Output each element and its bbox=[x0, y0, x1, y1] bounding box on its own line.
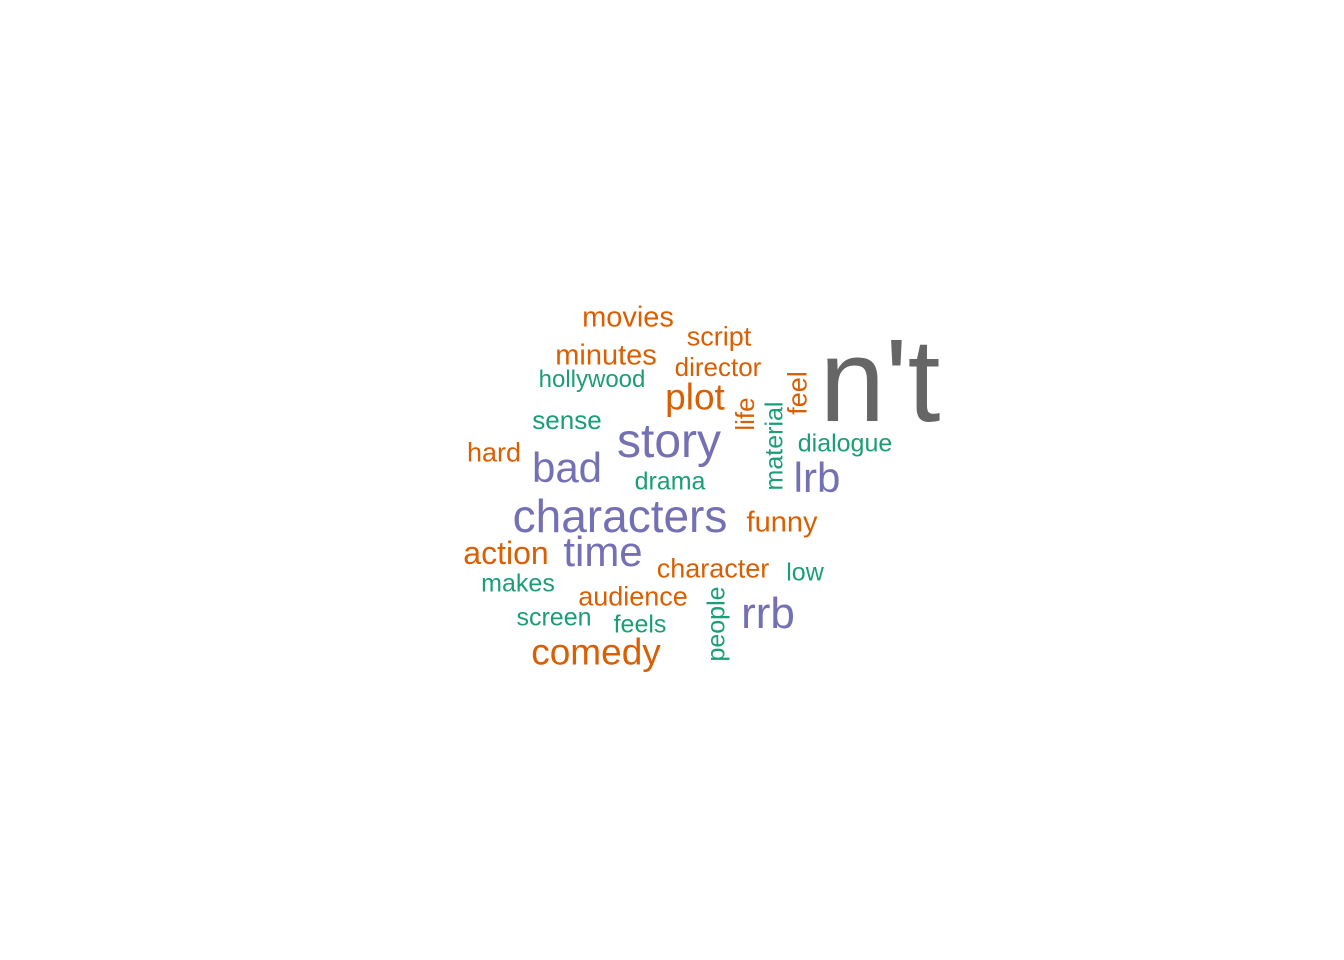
word-action: action bbox=[463, 535, 549, 571]
word-sense: sense bbox=[532, 405, 602, 435]
word-story: story bbox=[616, 415, 722, 468]
word-audience: audience bbox=[578, 581, 688, 612]
word-funny: funny bbox=[746, 506, 818, 539]
word-dialogue: dialogue bbox=[797, 429, 893, 458]
word-nt: n't bbox=[819, 315, 941, 447]
word-rrb: rrb bbox=[741, 589, 795, 638]
word-feel: feel bbox=[782, 371, 813, 415]
word-drama: drama bbox=[634, 467, 706, 496]
word-hard: hard bbox=[466, 437, 522, 468]
word-hollywood: hollywood bbox=[538, 366, 646, 393]
word-minutes: minutes bbox=[555, 339, 657, 372]
word-makes: makes bbox=[481, 569, 555, 598]
word-bad: bad bbox=[531, 444, 603, 491]
word-feels: feels bbox=[613, 610, 667, 639]
word-comedy: comedy bbox=[531, 631, 661, 673]
word-director: director bbox=[674, 352, 762, 382]
word-life: life bbox=[730, 397, 760, 431]
word-script: script bbox=[686, 321, 752, 352]
word-time: time bbox=[563, 528, 643, 575]
word-movies: movies bbox=[582, 301, 674, 334]
word-people: people bbox=[702, 586, 731, 662]
word-plot: plot bbox=[665, 376, 725, 418]
word-characters: characters bbox=[512, 490, 728, 542]
word-screen: screen bbox=[516, 603, 592, 632]
word-low: low bbox=[786, 558, 824, 587]
word-character: character bbox=[656, 553, 770, 584]
word-lrb: lrb bbox=[793, 454, 841, 501]
word-material: material bbox=[760, 401, 789, 491]
